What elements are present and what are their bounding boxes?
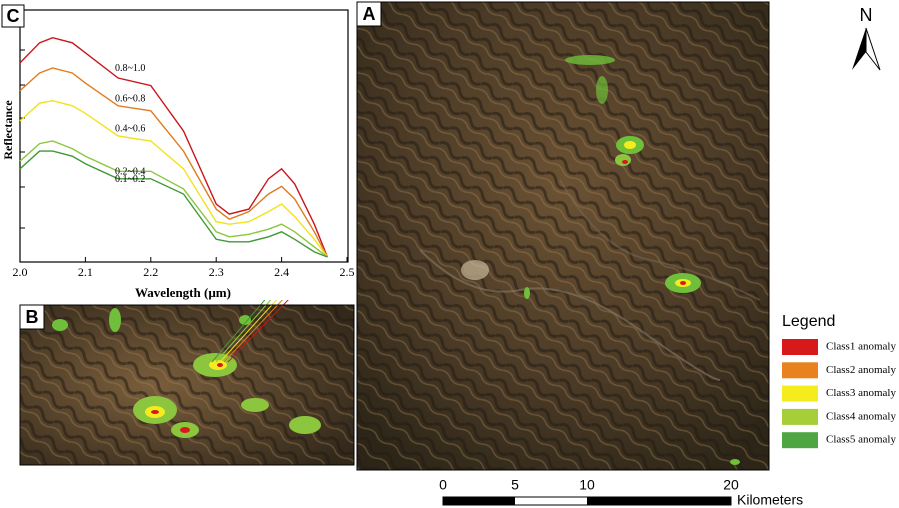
panel-a-frame [356,1,770,471]
panel-label-box [19,304,45,330]
x-tick-label: 2.1 [78,265,93,279]
image-a [357,2,769,470]
scale-tick-label: 0 [439,477,447,493]
legend-label: Class4 anomaly [826,410,896,422]
series-line [19,140,328,258]
legend-label: Class3 anomaly [826,387,896,399]
north-label: N [860,5,873,25]
panel-label: A [363,4,376,24]
x-tick-label: 2.0 [13,265,28,279]
x-tick-label: 2.2 [143,265,158,279]
legend-swatch [782,385,818,402]
scale-unit: Kilometers [737,492,803,508]
series-label: 0.8~1.0 [115,63,145,74]
legend-swatch [782,432,818,449]
series-label: 0.6~0.8 [115,93,145,104]
x-tick-label: 2.3 [209,265,224,279]
panel-b-frame [19,304,355,466]
legend-swatch [782,408,818,425]
north-arrow [852,28,866,70]
chart-background [0,0,355,300]
series-label: 0.4~0.6 [115,124,145,135]
series-label: 0.1~0.2 [115,174,145,185]
legend-swatch [782,339,818,355]
legend-label: Class2 anomaly [826,364,896,376]
panel-label: B [26,307,39,327]
x-tick-label: 2.4 [274,265,289,279]
scale-tick-label: 5 [511,477,519,493]
x-tick-label: 2.5 [340,265,355,279]
panel-label: C [7,6,20,26]
series-line [19,150,328,258]
series-line [19,36,329,258]
scale-bar-segment [443,497,515,505]
image-b [20,305,354,465]
panel-label-box [1,4,25,28]
x-axis-label: Wavelength (µm) [135,285,231,300]
series-line [19,67,329,258]
series-label: 0.2~0.4 [115,166,145,177]
series-line [19,99,328,258]
legend-title: Legend [782,313,835,330]
scale-tick-label: 10 [579,477,595,493]
panel-label-box [356,1,382,27]
scale-tick-label: 20 [723,477,739,493]
scale-bar-segment [587,497,731,505]
plot-frame [19,9,349,263]
y-axis-label: Reflectance [1,100,15,160]
legend-label: Class5 anomaly [826,434,896,446]
legend-swatch [782,362,818,379]
north-arrow [865,27,881,71]
legend-label: Class1 anomaly [826,341,896,353]
